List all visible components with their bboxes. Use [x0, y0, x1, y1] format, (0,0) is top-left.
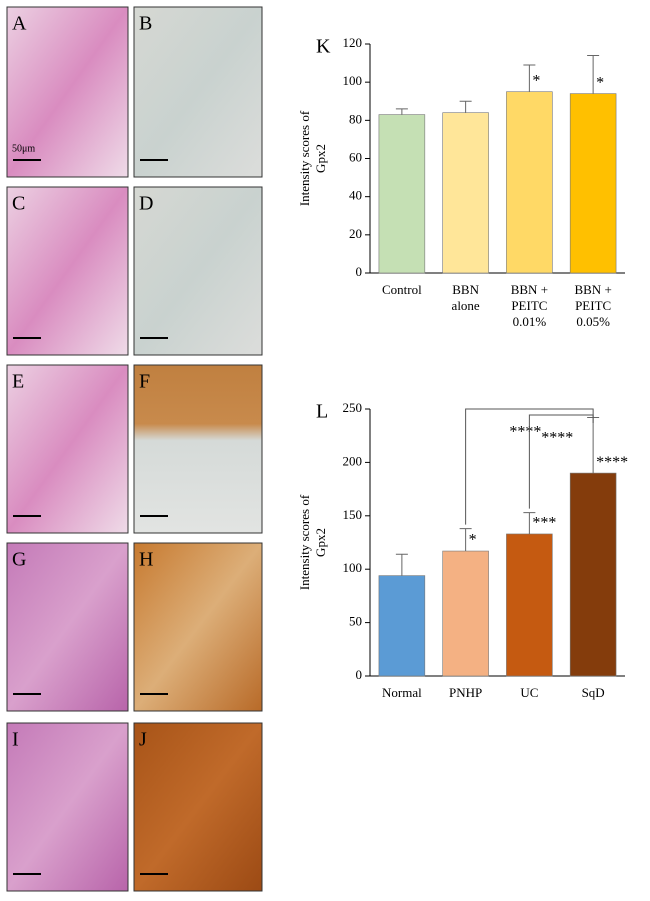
- bar: [378, 114, 426, 274]
- x-tick-label: BBN alone: [452, 282, 480, 313]
- error-bar: [587, 54, 600, 94]
- y-tick-label: 100: [343, 560, 363, 575]
- bar: [506, 91, 553, 274]
- significance-label: *: [596, 74, 604, 91]
- y-tick-label: 80: [349, 111, 362, 126]
- x-tick-label: BBN + PEITC 0.05%: [574, 282, 611, 329]
- y-tick-label: 40: [349, 188, 362, 203]
- chart-title: K: [316, 36, 331, 58]
- significance-label: ****: [596, 454, 628, 471]
- x-tick-label: UC: [520, 685, 538, 700]
- panel-label: I: [12, 729, 19, 751]
- panel-label: F: [139, 371, 150, 393]
- y-tick-label: 50: [349, 614, 362, 629]
- chart-title: L: [316, 401, 328, 423]
- bar: [569, 93, 617, 274]
- y-tick-label: 250: [343, 400, 363, 415]
- error-bar: [523, 64, 536, 92]
- x-tick-label: PNHP: [449, 685, 482, 700]
- y-tick-label: 200: [343, 453, 363, 468]
- panel-label: E: [12, 371, 24, 393]
- significance-label: *: [532, 72, 540, 89]
- bracket: [528, 414, 594, 509]
- micrograph-panels: A 50μm B C D E F G H I J: [6, 6, 263, 892]
- y-axis-label: Gpx2: [313, 144, 328, 173]
- y-axis-label: Gpx2: [313, 528, 328, 557]
- scale-label: 50μm: [12, 143, 35, 154]
- x-tick-label: Control: [382, 282, 422, 297]
- bracket-label: ****: [509, 424, 541, 441]
- micrograph: [133, 542, 263, 712]
- micrograph: [6, 186, 129, 356]
- x-tick-label: Normal: [382, 685, 422, 700]
- y-axis-label: Intensity scores of: [297, 494, 312, 590]
- error-bar: [459, 100, 472, 113]
- panel-label: A: [12, 13, 27, 35]
- panel-label: B: [139, 13, 152, 35]
- micrograph: [6, 542, 129, 712]
- error-bar: [395, 553, 408, 576]
- x-tick-label: SqD: [582, 685, 605, 700]
- bracket: [465, 408, 594, 525]
- bracket-label: ****: [541, 430, 573, 447]
- micrograph: [6, 6, 129, 178]
- micrograph: [6, 364, 129, 534]
- significance-label: ***: [532, 515, 556, 532]
- bar: [506, 533, 553, 677]
- panel-label: D: [139, 193, 153, 215]
- bar: [442, 112, 489, 274]
- micrograph: [133, 722, 263, 892]
- error-bar: [523, 512, 536, 534]
- micrograph: [6, 722, 129, 892]
- panel-label: J: [139, 729, 147, 751]
- micrograph: [133, 364, 263, 534]
- panel-label: G: [12, 549, 26, 571]
- micrograph: [133, 186, 263, 356]
- panel-label: H: [139, 549, 153, 571]
- micrograph: [133, 6, 263, 178]
- y-tick-label: 60: [349, 149, 362, 164]
- bar: [378, 575, 426, 677]
- y-tick-label: 100: [343, 73, 363, 88]
- bar: [569, 472, 617, 677]
- x-tick-label: BBN + PEITC 0.01%: [511, 282, 548, 329]
- error-bar: [459, 528, 472, 552]
- panel-label: C: [12, 193, 25, 215]
- y-tick-label: 120: [343, 35, 363, 50]
- bar: [442, 550, 489, 677]
- y-tick-label: 0: [356, 264, 363, 279]
- y-axis-label: Intensity scores of: [297, 110, 312, 206]
- error-bar: [395, 108, 408, 115]
- y-tick-label: 0: [356, 667, 363, 682]
- y-tick-label: 150: [343, 507, 363, 522]
- significance-label: *: [469, 532, 477, 549]
- y-tick-label: 20: [349, 226, 362, 241]
